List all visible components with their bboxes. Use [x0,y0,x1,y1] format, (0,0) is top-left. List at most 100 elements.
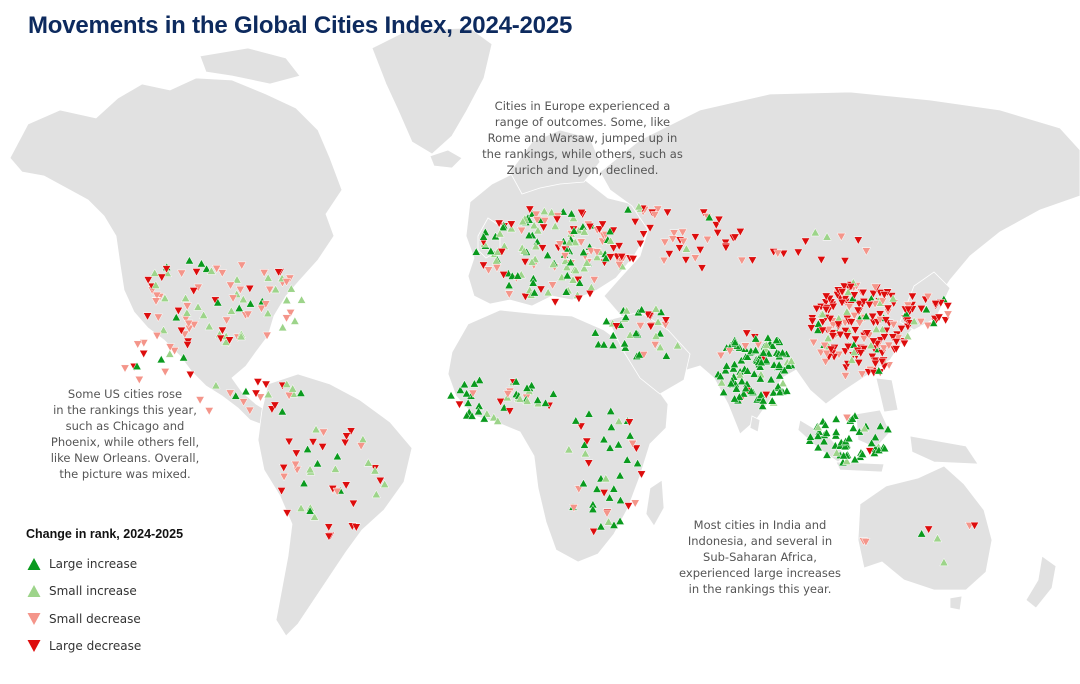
city-marker [655,328,665,338]
city-marker [224,336,235,345]
legend-item-small-increase: Small increase [26,578,246,606]
city-marker [193,302,203,311]
city-marker [552,215,562,225]
city-marker [256,304,267,314]
city-marker [833,320,844,330]
city-marker [877,324,888,334]
city-marker [588,504,598,513]
greenland-land [371,27,493,155]
city-marker [877,357,887,367]
city-marker [734,392,745,401]
city-marker [888,293,898,303]
city-marker [533,395,543,404]
city-marker [664,250,674,259]
city-marker [842,307,852,316]
city-marker [917,529,927,538]
city-marker [540,217,550,226]
city-marker [317,443,328,452]
city-marker [160,368,170,377]
city-marker [728,364,739,373]
city-marker [176,326,186,336]
city-marker [151,280,161,289]
city-marker [821,292,831,301]
city-marker [819,436,829,446]
city-marker [645,224,655,233]
city-marker [259,269,269,278]
city-marker [838,450,849,460]
city-marker [332,487,342,497]
city-marker [206,266,217,275]
city-marker [599,489,609,498]
city-marker [543,287,553,297]
city-marker [459,379,470,389]
city-marker [504,280,514,290]
city-marker [726,378,736,388]
city-marker [286,284,296,293]
city-marker [340,438,350,448]
city-marker [380,479,390,488]
city-marker [751,334,761,343]
city-marker [550,221,560,230]
city-marker [742,352,753,361]
city-marker [930,300,941,309]
city-marker [311,424,321,434]
city-marker [881,316,891,325]
city-marker [467,411,477,420]
city-marker [158,325,169,334]
city-marker [537,244,548,253]
city-marker [120,364,130,373]
city-marker [858,288,868,298]
legend-label: Small decrease [49,611,141,626]
city-marker [513,271,523,280]
city-marker [324,523,334,532]
city-marker [469,379,480,388]
city-marker [547,281,558,290]
city-marker [605,236,616,245]
city-marker [729,359,740,368]
city-marker [832,448,842,457]
city-marker [471,247,481,256]
city-marker [494,219,504,228]
city-marker [579,227,589,236]
city-marker [720,365,731,375]
city-marker [548,259,558,268]
city-marker [888,320,899,330]
city-marker [282,379,292,388]
city-marker [536,285,546,294]
city-marker [596,521,606,531]
city-marker [923,292,933,302]
city-marker [526,380,537,390]
city-marker [599,340,609,349]
city-marker [623,502,634,511]
city-marker [681,244,692,253]
city-marker [635,322,646,331]
city-marker [783,361,794,370]
city-marker [879,333,890,342]
city-marker [574,485,584,494]
new-guinea-land [909,435,979,465]
city-marker [217,326,228,336]
city-marker [874,366,884,375]
south-america-land [257,373,413,637]
city-marker [923,321,933,331]
city-marker [756,357,766,367]
iceland-land [429,149,463,169]
city-marker [253,378,263,387]
city-marker [695,246,705,255]
city-marker [495,398,506,407]
city-marker [291,449,301,458]
city-marker [182,308,192,317]
city-marker [634,201,644,211]
city-marker [721,243,731,253]
city-marker [653,317,663,326]
city-marker [777,348,788,357]
city-marker [630,218,640,227]
city-marker [503,390,513,399]
city-marker [761,355,771,365]
city-marker [849,347,859,356]
city-marker [750,345,761,354]
city-marker [821,305,831,315]
city-marker [332,451,343,461]
city-marker [883,304,893,314]
